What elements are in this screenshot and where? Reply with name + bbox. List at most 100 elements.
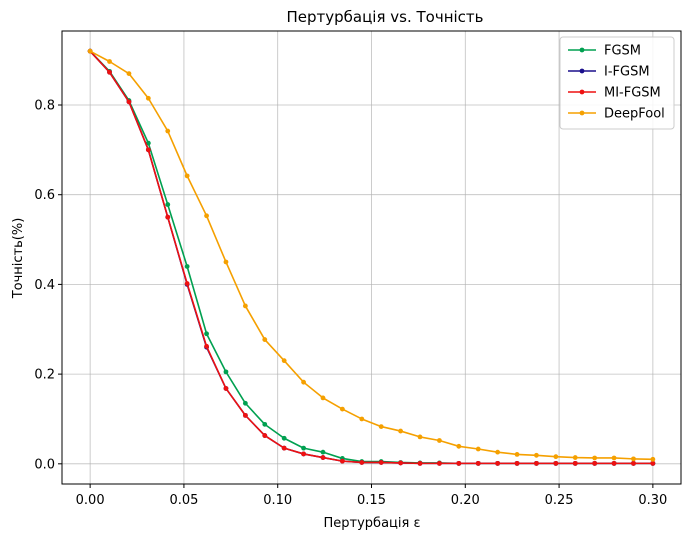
y-tick-label: 0.0: [34, 457, 55, 472]
data-point-deepfool: [339, 406, 345, 412]
data-point-deepfool: [417, 434, 423, 440]
data-point-mi-fgsm: [398, 460, 404, 466]
data-point-deepfool: [281, 358, 287, 364]
data-point-deepfool: [145, 95, 151, 101]
legend-marker: [579, 89, 585, 95]
x-tick-label: 0.05: [169, 493, 198, 508]
data-point-deepfool: [126, 71, 132, 77]
data-point-deepfool: [475, 446, 481, 452]
data-point-mi-fgsm: [242, 412, 248, 418]
data-point-mi-fgsm: [631, 460, 636, 466]
data-point-mi-fgsm: [145, 147, 151, 153]
data-point-fgsm: [262, 421, 268, 427]
legend-label: FGSM: [604, 44, 641, 59]
data-point-deepfool: [359, 416, 365, 422]
x-tick-label: 0.15: [357, 493, 386, 508]
data-point-deepfool: [631, 456, 636, 462]
data-point-mi-fgsm: [650, 460, 656, 466]
legend-label: DeepFool: [604, 107, 665, 122]
legend-label: I-FGSM: [604, 65, 650, 80]
data-point-mi-fgsm: [204, 343, 209, 349]
x-tick-label: 0.30: [638, 493, 667, 508]
series-deepfool: [87, 48, 656, 462]
data-point-fgsm: [242, 400, 248, 406]
data-point-mi-fgsm: [339, 458, 345, 464]
x-tick-label: 0.25: [545, 493, 574, 508]
y-axis-label: Точність(%): [11, 218, 26, 300]
data-point-mi-fgsm: [592, 460, 598, 466]
data-point-mi-fgsm: [165, 214, 171, 220]
data-point-deepfool: [165, 128, 171, 134]
data-point-fgsm: [281, 435, 287, 441]
y-tick-label: 0.8: [34, 99, 55, 114]
series-line-deepfool: [89, 50, 653, 461]
data-point-deepfool: [107, 59, 112, 64]
legend-item-fgsm: FGSM: [568, 44, 641, 59]
data-point-deepfool: [592, 455, 598, 461]
data-point-mi-fgsm: [514, 460, 520, 466]
data-point-mi-fgsm: [611, 460, 617, 466]
data-point-fgsm: [223, 369, 229, 375]
data-point-mi-fgsm: [184, 281, 190, 286]
data-point-fgsm: [145, 140, 151, 146]
data-point-fgsm: [165, 202, 171, 207]
data-point-deepfool: [456, 443, 462, 449]
data-point-deepfool: [378, 424, 384, 429]
data-point-mi-fgsm: [320, 455, 326, 460]
data-point-mi-fgsm: [437, 460, 442, 466]
y-axis: 0.0 0.2 0.4 0.6 0.8: [34, 99, 62, 472]
data-point-deepfool: [437, 438, 442, 443]
legend: FGSM I-FGSM MI-FGSM DeepFool: [559, 36, 675, 130]
data-point-mi-fgsm: [378, 460, 384, 465]
data-point-deepfool: [534, 452, 539, 458]
data-point-mi-fgsm: [475, 460, 481, 466]
data-point-deepfool: [398, 428, 404, 434]
legend-box: [559, 36, 675, 130]
data-point-deepfool: [242, 303, 248, 309]
y-tick-label: 0.4: [34, 278, 55, 293]
legend-marker: [579, 68, 585, 74]
data-point-fgsm: [301, 445, 306, 451]
y-tick-label: 0.6: [34, 188, 55, 203]
data-point-deepfool: [572, 455, 578, 460]
legend-item-mi-fgsm: MI-FGSM: [568, 86, 661, 101]
data-point-mi-fgsm: [495, 460, 501, 466]
y-tick-label: 0.2: [34, 368, 55, 383]
data-point-deepfool: [320, 395, 326, 401]
data-point-deepfool: [301, 379, 306, 385]
data-point-mi-fgsm: [107, 69, 112, 75]
legend-marker: [579, 110, 585, 116]
series-lines: [87, 48, 656, 466]
data-point-deepfool: [262, 337, 268, 342]
data-point-deepfool: [87, 48, 93, 54]
data-point-mi-fgsm: [553, 460, 559, 466]
data-point-mi-fgsm: [223, 386, 229, 391]
legend-item-deepfool: DeepFool: [568, 107, 665, 122]
data-point-mi-fgsm: [126, 99, 132, 105]
data-point-mi-fgsm: [534, 460, 539, 466]
x-axis-label: Пертурбація ε: [324, 516, 421, 531]
x-axis: 0.00 0.05 0.10 0.15 0.20 0.25 0.30: [76, 484, 667, 508]
data-point-deepfool: [650, 456, 656, 462]
x-tick-label: 0.20: [451, 493, 480, 508]
data-point-deepfool: [553, 454, 559, 460]
data-point-fgsm: [184, 264, 190, 269]
legend-item-i-fgsm: I-FGSM: [568, 65, 650, 80]
data-point-mi-fgsm: [572, 460, 578, 466]
data-point-deepfool: [204, 213, 209, 219]
data-point-deepfool: [495, 449, 501, 455]
data-point-mi-fgsm: [262, 433, 268, 438]
data-point-mi-fgsm: [301, 451, 306, 457]
data-point-mi-fgsm: [359, 460, 365, 465]
data-point-deepfool: [514, 451, 520, 457]
x-tick-label: 0.00: [76, 493, 105, 508]
data-point-deepfool: [223, 259, 229, 265]
data-point-fgsm: [320, 449, 326, 455]
x-tick-label: 0.10: [263, 493, 292, 508]
data-point-mi-fgsm: [456, 460, 462, 466]
data-point-deepfool: [184, 173, 190, 179]
chart-title: Пертурбація vs. Точність: [286, 8, 483, 26]
data-point-fgsm: [204, 331, 209, 337]
legend-marker: [579, 47, 585, 53]
